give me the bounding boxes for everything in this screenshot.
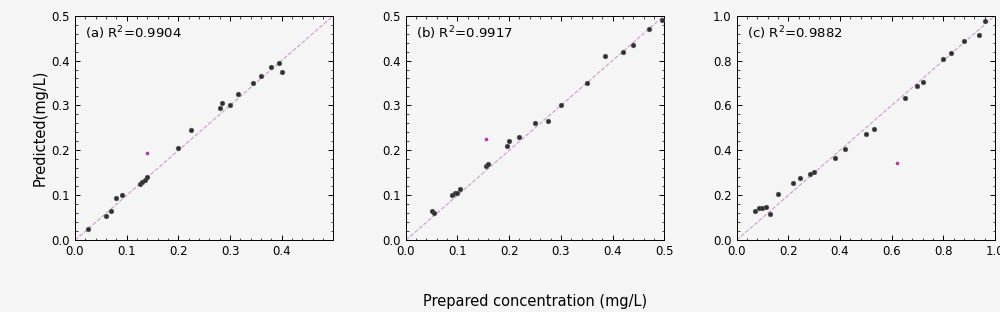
Point: [785, 180, 801, 185]
Point: [139, 150, 155, 155]
Point: [245, 80, 261, 85]
Point: [480, 161, 496, 166]
Point: [625, 42, 641, 47]
Point: [747, 208, 763, 213]
Text: (b) R$^2$=0.9917: (b) R$^2$=0.9917: [416, 25, 513, 42]
Point: [615, 49, 631, 54]
Point: [183, 128, 199, 133]
Point: [858, 131, 874, 136]
Point: [792, 176, 808, 181]
Point: [579, 80, 595, 85]
Text: (a) R$^2$=0.9904: (a) R$^2$=0.9904: [85, 25, 182, 42]
Point: [866, 127, 882, 132]
Point: [956, 39, 972, 44]
Text: (c) R$^2$=0.9882: (c) R$^2$=0.9882: [747, 25, 842, 42]
Point: [139, 175, 155, 180]
Point: [758, 204, 774, 209]
Point: [511, 134, 527, 139]
Point: [943, 50, 959, 55]
Y-axis label: Predicted(mg/L): Predicted(mg/L): [32, 70, 47, 186]
Point: [444, 193, 460, 198]
Point: [253, 74, 269, 79]
Point: [424, 208, 440, 213]
Point: [132, 182, 148, 187]
Point: [501, 139, 517, 144]
Point: [751, 205, 767, 210]
Point: [447, 191, 463, 196]
Point: [452, 186, 468, 191]
Point: [214, 101, 230, 106]
Point: [230, 92, 246, 97]
Point: [897, 95, 913, 100]
Point: [977, 19, 993, 24]
Point: [449, 191, 465, 196]
Point: [553, 103, 569, 108]
Point: [641, 27, 657, 32]
Point: [935, 57, 951, 62]
Point: [478, 137, 494, 142]
Point: [274, 69, 290, 74]
Point: [222, 103, 238, 108]
Point: [909, 84, 925, 89]
Point: [527, 121, 543, 126]
Point: [754, 205, 770, 210]
Point: [802, 172, 818, 177]
Point: [889, 160, 905, 165]
Point: [597, 54, 613, 59]
Point: [540, 119, 556, 124]
Point: [80, 227, 96, 232]
Point: [478, 163, 494, 168]
Point: [271, 60, 287, 65]
Point: [263, 65, 279, 70]
Point: [137, 177, 153, 182]
Point: [134, 179, 150, 184]
Point: [103, 208, 119, 213]
Point: [114, 193, 130, 198]
Point: [212, 105, 228, 110]
Point: [654, 17, 670, 22]
Point: [98, 213, 114, 218]
Point: [827, 156, 843, 161]
Point: [770, 192, 786, 197]
Point: [426, 211, 442, 216]
Point: [108, 195, 124, 200]
Point: [170, 146, 186, 151]
Point: [915, 79, 931, 84]
Point: [806, 169, 822, 174]
Point: [837, 147, 853, 152]
Point: [499, 144, 515, 149]
Point: [971, 32, 987, 37]
Point: [762, 212, 778, 217]
Text: Prepared concentration (mg/L): Prepared concentration (mg/L): [423, 294, 647, 309]
